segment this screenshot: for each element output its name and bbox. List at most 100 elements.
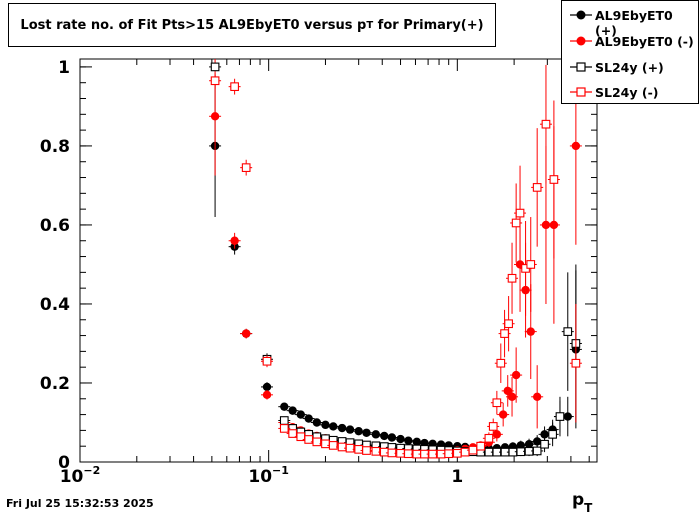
data-point <box>500 329 509 338</box>
x-tick-label: 1 <box>451 467 463 487</box>
data-point <box>468 445 478 455</box>
data-point <box>488 422 498 431</box>
data-point <box>452 448 462 458</box>
data-point <box>379 447 389 457</box>
data-point <box>412 437 422 447</box>
data-point <box>230 236 239 245</box>
data-point <box>484 433 494 443</box>
data-point <box>304 414 313 423</box>
timestamp-footer: Fri Jul 25 15:32:53 2025 <box>6 497 154 510</box>
data-point <box>524 440 534 449</box>
y-tick-label: 0 <box>58 453 70 473</box>
plot-frame <box>79 58 598 463</box>
data-point <box>337 442 347 452</box>
data-point <box>396 434 405 444</box>
data-point <box>329 422 338 431</box>
data-point <box>241 163 251 173</box>
series-3 <box>209 64 582 459</box>
data-point <box>279 416 289 425</box>
data-point <box>541 119 551 129</box>
y-tick-label: 0.4 <box>40 295 70 315</box>
x-axis-label: pT <box>572 490 593 514</box>
y-tick-label: 0.2 <box>40 374 70 394</box>
data-point <box>321 420 330 430</box>
legend-item-al9-plus: AL9EbyET0 (+) <box>562 3 698 38</box>
data-point <box>210 112 220 121</box>
x-tick-label: 10−2 <box>60 464 101 487</box>
data-point <box>540 430 549 439</box>
data-point <box>387 433 397 442</box>
legend-label: AL9EbyET0 (-) <box>595 34 694 49</box>
data-point <box>460 447 470 457</box>
x-tick-label: 10−1 <box>248 464 289 487</box>
data-point <box>262 382 272 392</box>
chart-title-sub: T <box>366 19 374 31</box>
x-axis-label-main: p <box>572 490 584 510</box>
legend-item-al9-minus: AL9EbyET0 (-) <box>562 29 698 53</box>
data-point <box>555 412 565 421</box>
data-point <box>262 356 272 366</box>
data-point <box>210 62 220 72</box>
x-tick-base: 10 <box>248 467 272 487</box>
data-point <box>354 426 363 436</box>
data-point <box>288 429 297 438</box>
legend-label: AL9EbyET0 (+) <box>595 8 673 38</box>
y-tick-label: 0.6 <box>40 216 70 236</box>
legend-item-sl24-minus: SL24y (-) <box>562 80 698 104</box>
legend-item-sl24-plus: SL24y (+) <box>562 55 698 79</box>
data-point <box>312 418 322 427</box>
data-point <box>563 412 572 421</box>
data-point <box>288 406 297 415</box>
legend-marker-al9-plus <box>570 10 592 20</box>
data-point <box>371 430 381 439</box>
data-point <box>532 446 542 456</box>
data-point <box>526 327 535 336</box>
data-point <box>328 441 338 450</box>
data-point <box>321 439 330 449</box>
data-point <box>362 446 371 455</box>
legend-marker-al9-minus <box>570 36 592 46</box>
data-point <box>498 410 508 419</box>
legend-marker-sl24-minus <box>570 87 592 97</box>
x-tick-exponent: −1 <box>272 464 289 477</box>
data-point <box>345 443 355 453</box>
data-point <box>371 446 381 456</box>
data-point <box>515 208 525 218</box>
data-point <box>496 358 506 368</box>
chart-title: Lost rate no. of Fit Pts>15 AL9EbyET0 ve… <box>8 3 496 47</box>
data-point <box>571 358 581 368</box>
data-point <box>337 423 347 433</box>
data-point <box>345 425 355 434</box>
data-point <box>362 428 371 437</box>
data-point <box>280 402 289 411</box>
data-point <box>503 386 512 396</box>
data-point <box>210 76 220 86</box>
data-point <box>511 218 521 228</box>
data-point <box>532 437 542 446</box>
data-point <box>571 141 581 151</box>
data-point <box>526 260 536 269</box>
data-point <box>296 410 305 419</box>
x-tick-exponent: −2 <box>83 464 100 477</box>
data-point <box>511 370 521 380</box>
data-point <box>563 327 573 336</box>
data-point <box>241 329 251 338</box>
data-point <box>354 445 364 454</box>
data-point <box>532 392 542 402</box>
data-point <box>548 429 557 439</box>
legend-marker-sl24-plus <box>570 62 592 72</box>
data-point <box>476 441 486 451</box>
y-tick-label: 1 <box>58 58 70 78</box>
y-tick-label: 0.8 <box>40 137 70 157</box>
data-point <box>541 220 551 230</box>
legend: AL9EbyET0 (+) AL9EbyET0 (-) SL24y (+) SL… <box>561 0 699 104</box>
legend-label: SL24y (+) <box>595 60 664 75</box>
x-axis-label-sub: T <box>584 501 593 514</box>
x-tick-base: 10 <box>60 467 84 487</box>
data-point <box>492 398 502 408</box>
data-point <box>549 175 559 184</box>
data-point <box>262 390 272 400</box>
data-point <box>380 431 389 441</box>
x-tick-base: 1 <box>451 467 463 487</box>
